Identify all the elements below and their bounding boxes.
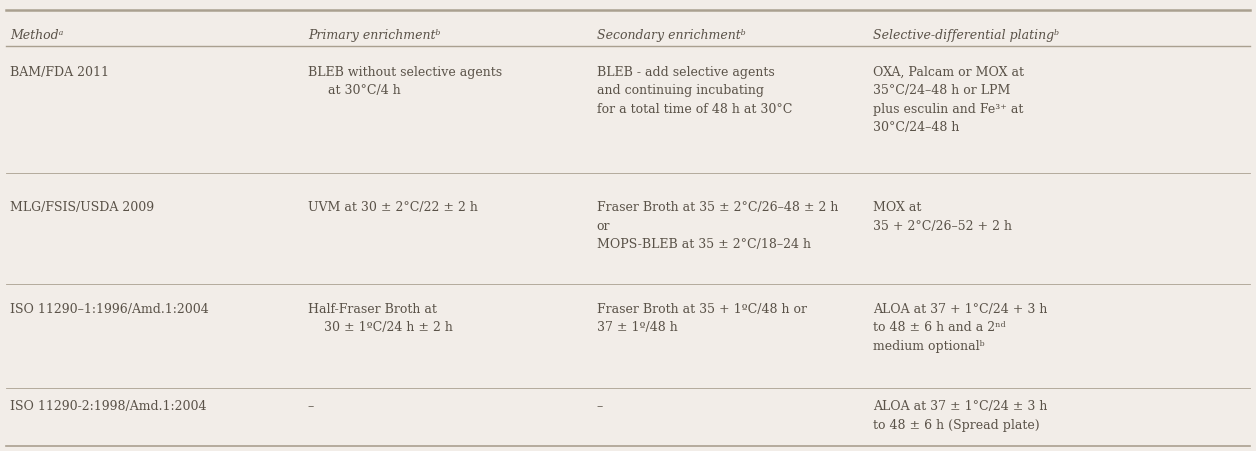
- Text: MOX at
35 + 2°C/26–52 + 2 h: MOX at 35 + 2°C/26–52 + 2 h: [873, 201, 1012, 232]
- Text: Secondary enrichmentᵇ: Secondary enrichmentᵇ: [597, 29, 745, 42]
- Text: ALOA at 37 + 1°C/24 + 3 h
to 48 ± 6 h and a 2ⁿᵈ
medium optionalᵇ: ALOA at 37 + 1°C/24 + 3 h to 48 ± 6 h an…: [873, 302, 1048, 352]
- Text: UVM at 30 ± 2°C/22 ± 2 h: UVM at 30 ± 2°C/22 ± 2 h: [308, 201, 477, 214]
- Text: ISO 11290–1:1996/Amd.1:2004: ISO 11290–1:1996/Amd.1:2004: [10, 302, 208, 315]
- Text: –: –: [597, 399, 603, 412]
- Text: BAM/FDA 2011: BAM/FDA 2011: [10, 65, 109, 78]
- Text: Methodᵃ: Methodᵃ: [10, 29, 63, 42]
- Text: Selective-differential platingᵇ: Selective-differential platingᵇ: [873, 29, 1059, 42]
- Text: MLG/FSIS/USDA 2009: MLG/FSIS/USDA 2009: [10, 201, 154, 214]
- Text: ISO 11290-2:1998/Amd.1:2004: ISO 11290-2:1998/Amd.1:2004: [10, 399, 206, 412]
- Text: OXA, Palcam or MOX at
35°C/24–48 h or LPM
plus esculin and Fe³⁺ at
30°C/24–48 h: OXA, Palcam or MOX at 35°C/24–48 h or LP…: [873, 65, 1024, 134]
- Text: Half-Fraser Broth at
    30 ± 1ºC/24 h ± 2 h: Half-Fraser Broth at 30 ± 1ºC/24 h ± 2 h: [308, 302, 452, 334]
- Text: –: –: [308, 399, 314, 412]
- Text: BLEB - add selective agents
and continuing incubating
for a total time of 48 h a: BLEB - add selective agents and continui…: [597, 65, 793, 115]
- Text: Fraser Broth at 35 ± 2°C/26–48 ± 2 h
or
MOPS-BLEB at 35 ± 2°C/18–24 h: Fraser Broth at 35 ± 2°C/26–48 ± 2 h or …: [597, 201, 838, 251]
- Text: BLEB without selective agents
     at 30°C/4 h: BLEB without selective agents at 30°C/4 …: [308, 65, 502, 97]
- Text: Primary enrichmentᵇ: Primary enrichmentᵇ: [308, 29, 440, 42]
- Text: ALOA at 37 ± 1°C/24 ± 3 h
to 48 ± 6 h (Spread plate): ALOA at 37 ± 1°C/24 ± 3 h to 48 ± 6 h (S…: [873, 399, 1048, 431]
- Text: Fraser Broth at 35 + 1ºC/48 h or
37 ± 1º/48 h: Fraser Broth at 35 + 1ºC/48 h or 37 ± 1º…: [597, 302, 806, 334]
